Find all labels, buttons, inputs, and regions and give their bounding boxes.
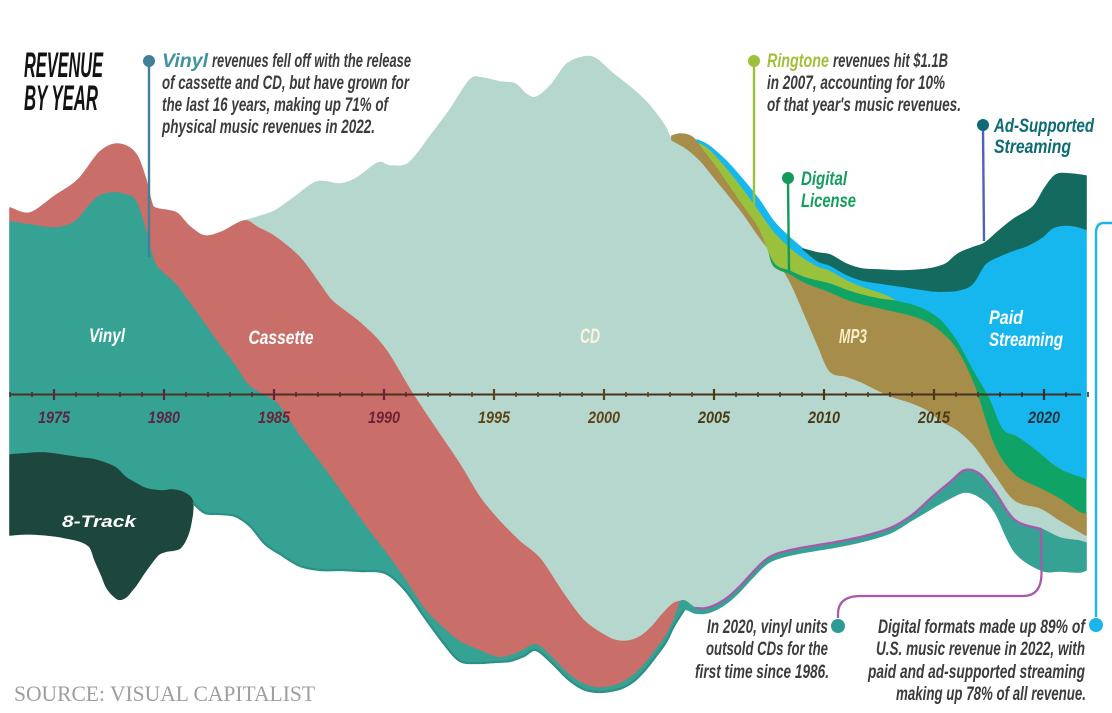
svg-text:Digital: Digital bbox=[801, 169, 848, 190]
svg-text:Paid: Paid bbox=[989, 308, 1023, 329]
svg-text:2005: 2005 bbox=[697, 408, 730, 427]
svg-text:2015: 2015 bbox=[917, 408, 950, 427]
svg-text:making up 78% of all revenue.: making up 78% of all revenue. bbox=[896, 684, 1086, 705]
svg-text:of that year's music revenues.: of that year's music revenues. bbox=[767, 95, 961, 116]
svg-text:In 2020, vinyl units: In 2020, vinyl units bbox=[707, 617, 828, 638]
svg-text:1980: 1980 bbox=[148, 408, 180, 427]
svg-text:Ringtone: Ringtone bbox=[767, 51, 829, 72]
svg-text:Streaming: Streaming bbox=[989, 330, 1063, 351]
svg-text:CD: CD bbox=[580, 325, 600, 348]
svg-text:BY YEAR: BY YEAR bbox=[24, 79, 98, 118]
svg-text:first time since 1986.: first time since 1986. bbox=[695, 662, 829, 683]
svg-text:Vinyl: Vinyl bbox=[162, 51, 209, 72]
svg-text:License: License bbox=[801, 191, 856, 212]
svg-text:SOURCE: VISUAL CAPITALIST: SOURCE: VISUAL CAPITALIST bbox=[14, 681, 316, 706]
svg-text:Vinyl: Vinyl bbox=[89, 326, 126, 347]
svg-text:1985: 1985 bbox=[258, 408, 290, 427]
svg-text:Ad-Supported: Ad-Supported bbox=[993, 116, 1094, 137]
svg-text:REVENUE: REVENUE bbox=[24, 46, 104, 85]
svg-text:1995: 1995 bbox=[478, 408, 510, 427]
svg-text:revenues fell off with the rel: revenues fell off with the release bbox=[212, 51, 411, 72]
svg-text:U.S. music revenue in 2022, wi: U.S. music revenue in 2022, with bbox=[876, 639, 1085, 660]
svg-text:outsold CDs for the: outsold CDs for the bbox=[706, 639, 828, 660]
svg-text:Cassette: Cassette bbox=[249, 328, 314, 349]
svg-text:revenues hit $1.1B: revenues hit $1.1B bbox=[833, 51, 948, 72]
svg-text:in 2007, accounting for 10%: in 2007, accounting for 10% bbox=[767, 73, 945, 94]
svg-text:physical music revenues in 202: physical music revenues in 2022. bbox=[161, 117, 375, 138]
svg-text:MP3: MP3 bbox=[839, 326, 867, 348]
svg-text:1990: 1990 bbox=[368, 408, 400, 427]
svg-text:2020: 2020 bbox=[1027, 408, 1060, 427]
svg-text:Digital formats made up 89% of: Digital formats made up 89% of bbox=[878, 617, 1086, 638]
svg-text:the last 16 years, making up 7: the last 16 years, making up 71% of bbox=[162, 95, 389, 116]
svg-text:of cassette and CD, but have g: of cassette and CD, but have grown for bbox=[162, 73, 410, 94]
svg-text:paid and ad-supported streamin: paid and ad-supported streaming bbox=[867, 662, 1085, 683]
svg-text:1975: 1975 bbox=[38, 408, 70, 427]
svg-text:8-Track: 8-Track bbox=[62, 512, 138, 531]
svg-text:2010: 2010 bbox=[807, 408, 840, 427]
svg-text:Streaming: Streaming bbox=[994, 137, 1071, 158]
svg-text:2000: 2000 bbox=[587, 408, 620, 427]
